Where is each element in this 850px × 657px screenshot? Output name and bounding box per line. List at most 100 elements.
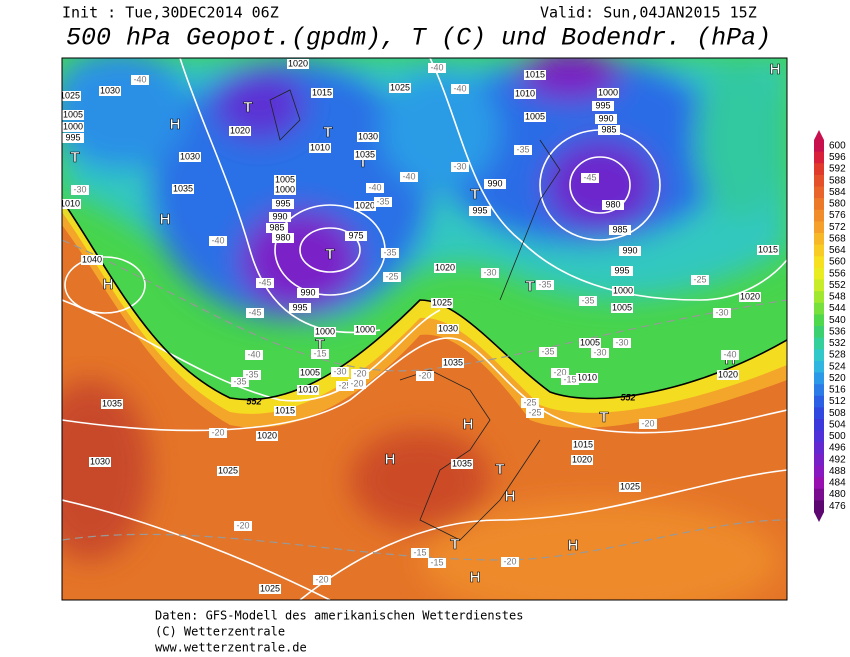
colorbar-swatch [814,186,824,199]
label-box [437,324,459,334]
pressure-center: T [525,278,534,295]
isobar-label: 995 [65,132,80,142]
label-box [101,399,123,409]
isobar-label: 995 [292,302,307,312]
isobar-label: 985 [269,222,284,232]
colorbar-label: 588 [829,175,846,186]
isobar-label: 1005 [580,337,600,347]
pressure-center: T [243,99,252,116]
label-box [234,521,252,531]
label-box [619,482,641,492]
label-box [451,84,469,94]
colorbar-swatch [814,407,824,420]
isobar-label: 990 [598,113,613,123]
label-box [514,89,536,99]
colorbar-label: 532 [829,338,846,349]
label-box [269,212,291,222]
label-box [354,150,376,160]
colorbar-label: 524 [829,361,846,372]
label-box [348,379,366,389]
label-box [524,112,546,122]
temperature-label: -40 [247,349,260,359]
temperature-label: -25 [528,407,541,417]
label-box [246,308,264,318]
temperature-label: -35 [541,346,554,356]
temperature-label: -40 [402,171,415,181]
temperature-label: -15 [430,557,443,567]
colorbar-swatch [814,372,824,385]
label-box [331,367,349,377]
colorbar-swatch [814,233,824,246]
temperature-label: -25 [385,271,398,281]
colorbar-label: 572 [829,222,846,233]
label-box [539,347,557,357]
label-box [231,377,249,387]
isobar-label: 995 [472,205,487,215]
label-box [99,86,121,96]
temperature-label: -20 [553,367,566,377]
temperature-label: -30 [453,161,466,171]
isobar-label: 1005 [275,174,295,184]
pressure-center: H [170,116,181,133]
isobar-label: 1000 [355,324,375,334]
label-box [62,199,81,209]
colorbar-label: 592 [829,164,846,175]
colorbar-label: 508 [829,408,846,419]
colorbar-swatch [814,488,824,501]
label-box [62,91,81,101]
isobar-label: 1015 [573,439,593,449]
isobar-label: 995 [275,198,290,208]
isobar-label: 1005 [525,111,545,121]
colorbar-swatch [814,140,824,153]
colorbar-swatch [814,453,824,466]
label-box [272,233,294,243]
label-box [366,183,384,193]
label-box [592,101,614,111]
label-box [619,246,641,256]
label-box [383,272,401,282]
isobar-label: 1000 [315,326,335,336]
pressure-center: T [315,336,324,353]
isobar-label: 1020 [435,262,455,272]
pressure-center: T [599,409,608,426]
colorbar-swatch [814,198,824,211]
colorbar-label: 552 [829,280,846,291]
pressure-center: H [568,537,579,554]
temperature-label: -20 [315,574,328,584]
colorbar-swatch [814,209,824,222]
label-box [309,143,331,153]
label-box [381,248,399,258]
isobar-label: 1020 [718,369,738,379]
isobar-label: 1030 [438,323,458,333]
label-box [481,268,499,278]
isobar-label: 1015 [525,69,545,79]
label-box [602,200,624,210]
colorbar-label: 584 [829,187,846,198]
label-box [501,557,519,567]
colorbar-swatch [814,244,824,257]
label-box [131,75,149,85]
footer-url: www.wetterzentrale.de [155,641,307,655]
pressure-center: T [470,186,479,203]
colorbar-swatch [814,395,824,408]
label-box [484,179,506,189]
isobar-label: 1010 [310,142,330,152]
label-box [274,406,296,416]
isobar-label: 975 [348,230,363,240]
isobar-label: 1030 [358,131,378,141]
isobar-label: 1035 [443,357,463,367]
temperature-label: -20 [211,427,224,437]
pressure-center: T [325,246,334,263]
colorbar-label: 544 [829,303,846,314]
label-box [354,201,376,211]
isobar-label: 1035 [35,66,55,76]
label-box [536,280,554,290]
temperature-label: -15 [313,348,326,358]
label-box [172,184,194,194]
label-box [598,125,620,135]
label-box [717,370,739,380]
label-box [713,308,731,318]
label-box [217,466,239,476]
temperature-label: -35 [233,376,246,386]
